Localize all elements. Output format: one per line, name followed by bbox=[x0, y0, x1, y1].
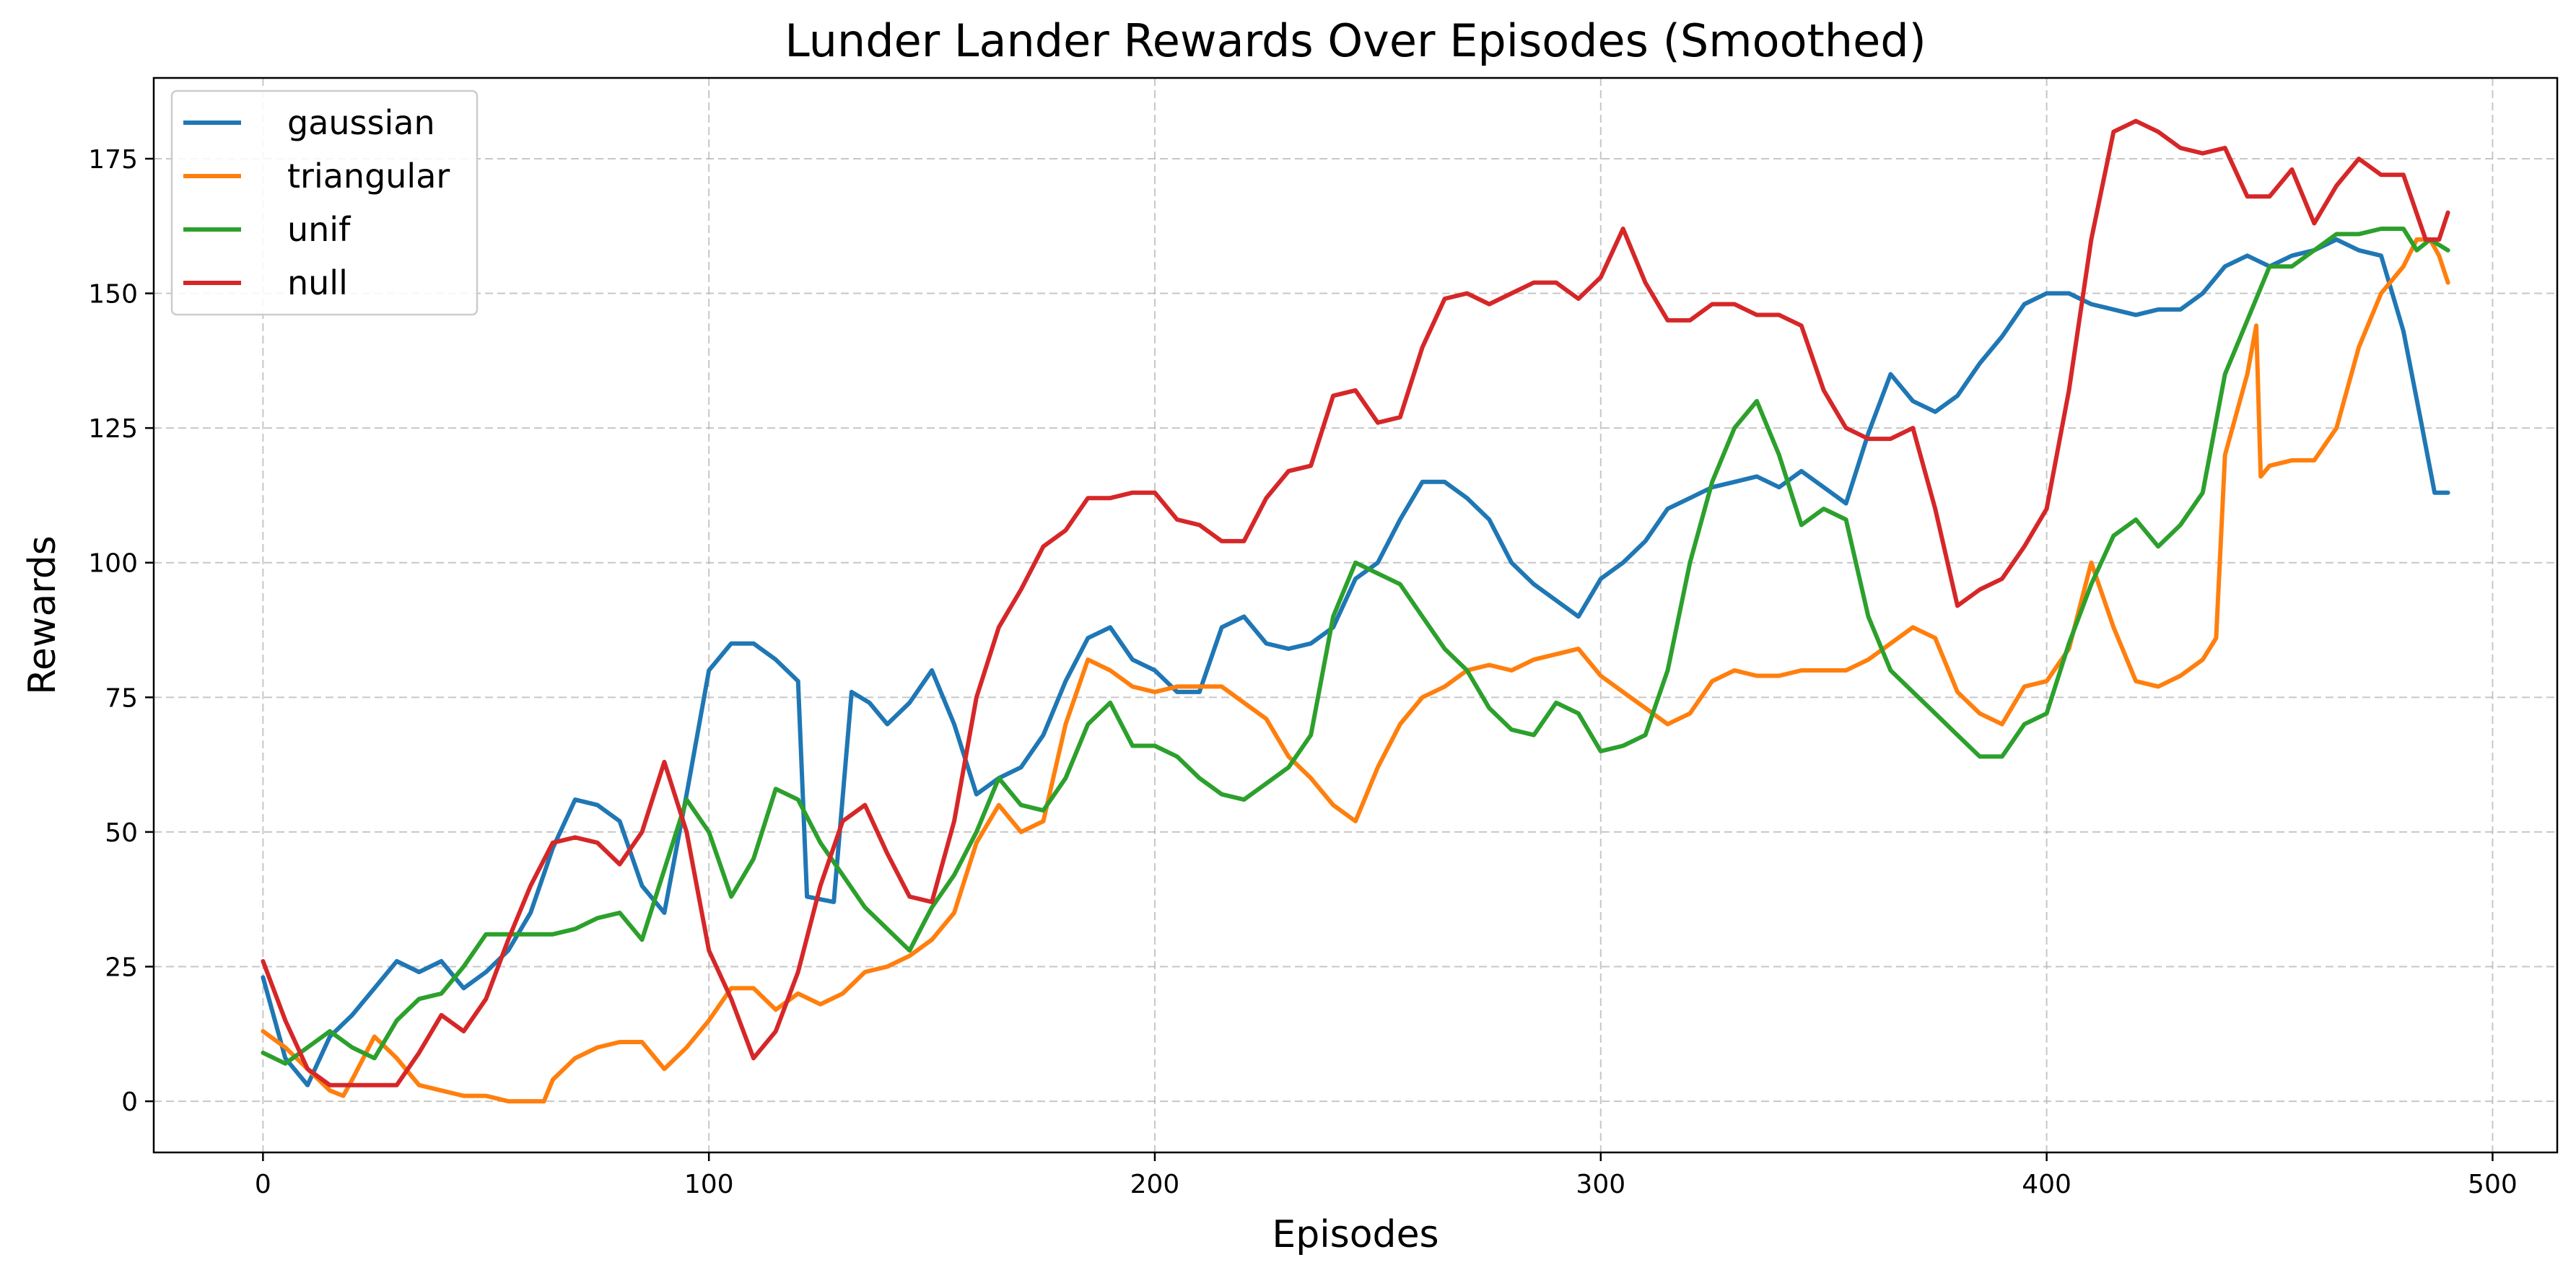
y-tick-label: 125 bbox=[88, 414, 138, 444]
x-tick-label: 400 bbox=[2022, 1170, 2071, 1199]
legend-label-null: null bbox=[287, 263, 348, 302]
x-axis-label: Episodes bbox=[1272, 1213, 1438, 1256]
series-lines bbox=[261, 118, 2450, 1104]
legend-box bbox=[170, 89, 479, 316]
y-tick-label: 175 bbox=[88, 145, 138, 175]
y-tick-label: 100 bbox=[88, 549, 138, 579]
y-tick-label: 75 bbox=[105, 683, 138, 713]
legend-label-unif: unif bbox=[287, 210, 352, 249]
y-tick-label: 0 bbox=[121, 1087, 138, 1117]
legend-label-triangular: triangular bbox=[287, 157, 450, 196]
x-tick-label: 300 bbox=[1576, 1170, 1625, 1199]
series-line-gaussian bbox=[261, 237, 2450, 1087]
x-tick-label: 100 bbox=[684, 1170, 734, 1199]
x-tick-label: 0 bbox=[255, 1170, 271, 1199]
y-tick-label: 50 bbox=[105, 818, 138, 848]
chart-title: Lunder Lander Rewards Over Episodes (Smo… bbox=[785, 14, 1926, 67]
axis-ticks: 0 100 200 300 400 500 0 25 50 75 100 125 150 175 bbox=[88, 145, 2517, 1199]
legend-label-gaussian: gaussian bbox=[287, 103, 435, 142]
series-line-null bbox=[261, 118, 2450, 1087]
y-tick-label: 150 bbox=[88, 280, 138, 310]
series-line-unif bbox=[261, 227, 2450, 1066]
y-axis-label: Rewards bbox=[21, 535, 64, 695]
legend: gaussian triangular unif null bbox=[170, 89, 479, 316]
x-tick-label: 500 bbox=[2468, 1170, 2518, 1199]
series-line-triangular bbox=[261, 237, 2450, 1104]
plot-frame bbox=[152, 76, 2559, 1154]
y-tick-label: 25 bbox=[105, 953, 138, 983]
x-tick-label: 200 bbox=[1130, 1170, 1180, 1199]
